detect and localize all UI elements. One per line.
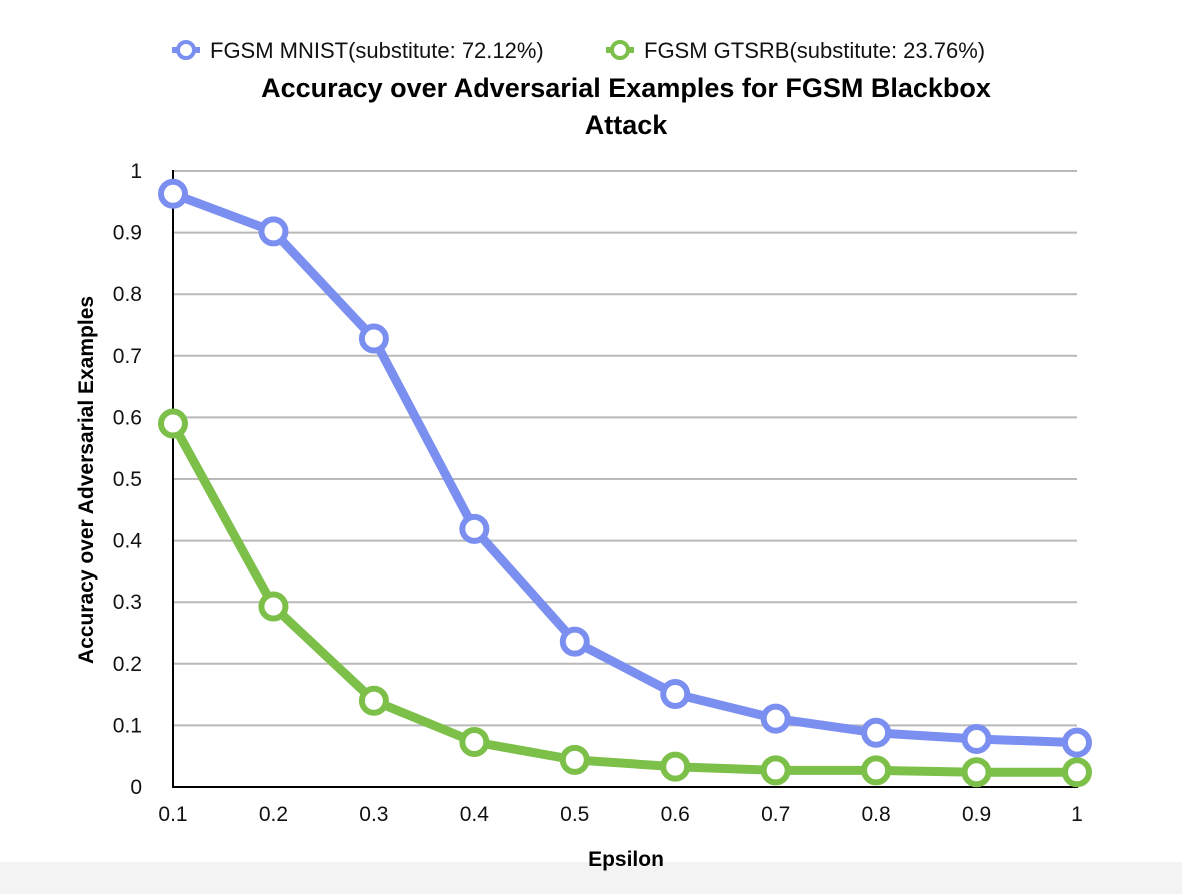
data-point bbox=[961, 757, 992, 788]
legend: FGSM MNIST(substitute: 72.12%) FGSM GTSR… bbox=[172, 38, 985, 63]
y-axis-label: Accuracy over Adversarial Examples bbox=[75, 296, 98, 664]
legend-mnist-marker-icon bbox=[176, 40, 196, 60]
y-tick-label: 1 bbox=[130, 160, 142, 183]
bottom-band bbox=[0, 862, 1182, 894]
data-point bbox=[358, 685, 389, 716]
data-point bbox=[158, 408, 188, 439]
x-tick-label: 0.5 bbox=[560, 803, 589, 826]
series-1 bbox=[158, 408, 1092, 788]
y-tick-label: 0.3 bbox=[113, 591, 142, 614]
data-point bbox=[158, 178, 188, 209]
data-point bbox=[258, 591, 289, 622]
series-layer bbox=[158, 178, 1092, 788]
data-point bbox=[459, 513, 490, 544]
x-tick-label: 0.4 bbox=[460, 803, 490, 826]
y-tick-label: 0.4 bbox=[113, 530, 143, 553]
x-tick-label: 0.7 bbox=[761, 803, 790, 826]
series-0 bbox=[158, 178, 1092, 758]
x-tick-label: 0.3 bbox=[359, 803, 388, 826]
y-tick-label: 0.9 bbox=[113, 222, 142, 245]
x-tick-labels: 0.1 0.2 0.3 0.4 0.5 0.6 0.7 0.8 0.9 1 bbox=[158, 803, 1082, 826]
series-line bbox=[168, 419, 1082, 777]
data-point bbox=[861, 755, 892, 786]
data-point bbox=[559, 626, 590, 657]
x-tick-label: 1 bbox=[1071, 803, 1083, 826]
y-tick-label: 0.7 bbox=[113, 345, 142, 368]
x-tick-label: 0.9 bbox=[962, 803, 991, 826]
data-point bbox=[760, 703, 791, 734]
x-tick-label: 0.6 bbox=[661, 803, 690, 826]
legend-gtsrb-label: FGSM GTSRB(substitute: 23.76%) bbox=[644, 38, 985, 63]
y-tick-label: 0.8 bbox=[113, 283, 142, 306]
series-line bbox=[168, 189, 1082, 748]
legend-item-mnist: FGSM MNIST(substitute: 72.12%) bbox=[172, 38, 544, 63]
x-tick-label: 0.8 bbox=[862, 803, 891, 826]
data-point bbox=[861, 717, 892, 748]
data-point bbox=[358, 323, 389, 354]
y-tick-label: 0.2 bbox=[113, 653, 142, 676]
data-point bbox=[1062, 727, 1092, 758]
y-tick-label: 0.1 bbox=[113, 714, 142, 737]
y-tick-label: 0 bbox=[130, 776, 142, 799]
x-tick-label: 0.1 bbox=[158, 803, 187, 826]
data-point bbox=[459, 727, 490, 758]
chart-title-line-1: Accuracy over Adversarial Examples for F… bbox=[261, 73, 991, 103]
legend-mnist-label: FGSM MNIST(substitute: 72.12%) bbox=[210, 38, 544, 63]
y-tick-label: 0.5 bbox=[113, 468, 142, 491]
x-axis-label: Epsilon bbox=[588, 848, 664, 871]
y-tick-labels: 0 0.1 0.2 0.3 0.4 0.5 0.6 0.7 0.8 0.9 1 bbox=[113, 160, 143, 799]
legend-gtsrb-marker-icon bbox=[610, 40, 630, 60]
legend-item-gtsrb: FGSM GTSRB(substitute: 23.76%) bbox=[606, 38, 985, 63]
data-point bbox=[559, 744, 590, 775]
data-point bbox=[1062, 757, 1092, 788]
chart-title-line-2: Attack bbox=[585, 110, 669, 140]
data-point bbox=[258, 216, 289, 247]
data-point bbox=[660, 751, 691, 782]
x-tick-label: 0.2 bbox=[259, 803, 288, 826]
data-point bbox=[660, 678, 691, 709]
y-tick-label: 0.6 bbox=[113, 406, 142, 429]
data-point bbox=[961, 723, 992, 754]
data-point bbox=[760, 755, 791, 786]
